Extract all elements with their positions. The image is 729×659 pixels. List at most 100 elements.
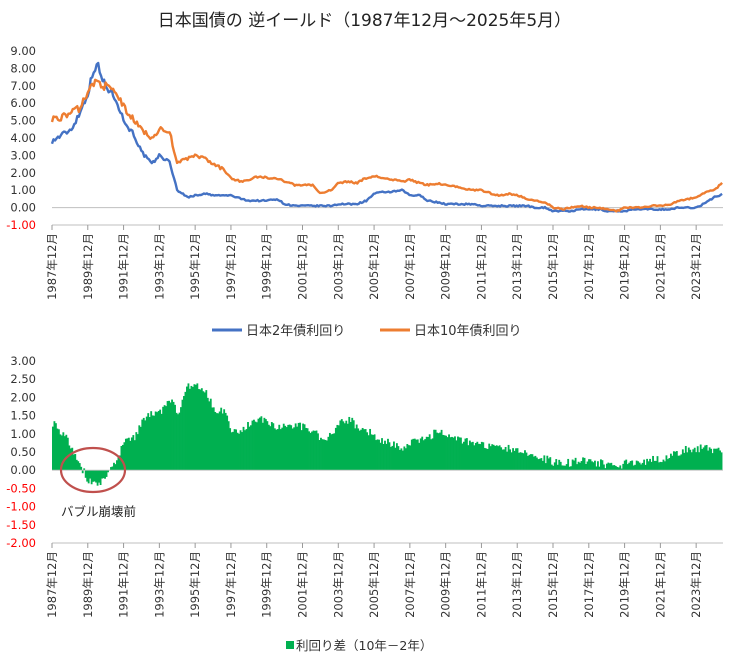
spread-bar <box>440 429 443 471</box>
spread-bar <box>465 438 468 471</box>
yield-x-tick-label: 2013年12月 <box>510 233 524 300</box>
spread-bar <box>437 433 440 471</box>
spread-bar <box>415 439 418 471</box>
spread-bar <box>355 424 358 471</box>
spread-bar <box>644 464 647 471</box>
spread-bar <box>358 430 361 471</box>
spread-bar <box>267 424 270 471</box>
spread-bar <box>524 450 526 471</box>
spread-bar <box>215 413 218 471</box>
spread-bar <box>331 433 334 471</box>
spread-bar <box>217 413 220 471</box>
spread-bar <box>224 412 227 471</box>
spread-bar <box>78 463 81 471</box>
spread-bar <box>379 442 382 471</box>
spread-bar <box>546 455 549 471</box>
spread-bar <box>180 407 182 471</box>
spread-bar <box>288 424 291 471</box>
spread-bar <box>561 465 564 471</box>
spread-bar <box>302 423 305 471</box>
spread-bar <box>473 445 476 471</box>
spread-x-tick-label: 2013年12月 <box>510 551 524 618</box>
yield-x-tick-label: 2003年12月 <box>331 233 345 300</box>
spread-bar <box>98 470 100 483</box>
spread-bar <box>516 448 519 471</box>
spread-bar <box>693 447 696 471</box>
spread-bar <box>357 428 360 471</box>
spread-bar <box>708 447 711 471</box>
spread-bar <box>141 419 144 471</box>
spread-bar <box>489 446 492 471</box>
spread-bar <box>116 460 118 471</box>
spread-bar <box>483 447 486 471</box>
spread-bar <box>500 447 503 471</box>
spread-bar <box>159 409 162 471</box>
spread-bar <box>418 442 421 471</box>
spread-bar <box>568 466 571 471</box>
spread-bar <box>312 430 315 471</box>
spread-bar <box>169 402 172 471</box>
spread-bar <box>124 438 127 471</box>
spread-bar <box>87 470 90 484</box>
spread-bar <box>647 461 650 471</box>
spread-y-tick-label: 0.50 <box>10 445 36 459</box>
spread-bar <box>701 448 704 471</box>
spread-bar <box>168 400 170 471</box>
spread-bar <box>510 452 513 471</box>
spread-bar <box>582 457 584 471</box>
spread-bar <box>384 440 386 471</box>
spread-bar <box>397 446 400 471</box>
spread-bar <box>674 451 677 471</box>
spread-bar <box>720 452 723 471</box>
yield-y-tick-label: 2.00 <box>10 166 36 180</box>
spread-x-tick-label: 2003年12月 <box>331 551 345 618</box>
spread-bar <box>628 462 631 471</box>
spread-bar <box>717 447 720 471</box>
spread-bar <box>367 435 370 471</box>
spread-bar <box>53 421 56 471</box>
spread-bar <box>592 462 595 471</box>
spread-x-tick-label: 2009年12月 <box>439 551 453 618</box>
spread-bar <box>646 458 648 471</box>
spread-bar <box>92 470 95 482</box>
spread-bar <box>672 451 675 471</box>
spread-bar <box>635 460 638 471</box>
spread-bar <box>65 434 68 471</box>
spread-bar <box>452 437 455 471</box>
chart-title: 日本国債の 逆イールド（1987年12月～2025年5月） <box>157 11 572 31</box>
spread-bar <box>401 450 404 471</box>
spread-bar <box>573 460 576 471</box>
spread-bar <box>403 446 406 471</box>
spread-bar <box>238 433 240 471</box>
spread-bar <box>126 438 129 471</box>
spread-bar <box>449 437 452 471</box>
spread-bar <box>339 420 342 471</box>
spread-bar <box>372 435 374 471</box>
spread-bar <box>667 459 669 471</box>
spread-bar <box>156 412 159 471</box>
yield-x-tick-label: 2019年12月 <box>618 233 632 300</box>
spread-bar <box>611 465 614 471</box>
series-line-jgb10 <box>50 78 723 213</box>
spread-bar <box>513 450 516 471</box>
legend-label-spread: 利回り差（10年－2年） <box>296 638 432 653</box>
spread-bar <box>68 445 71 471</box>
spread-bar <box>460 437 462 471</box>
spread-bar <box>66 437 69 471</box>
spread-bar <box>623 460 626 471</box>
spread-bar <box>218 411 221 471</box>
yield-y-tick-label: 9.00 <box>10 44 36 58</box>
yield-y-tick-label: 8.00 <box>10 61 36 75</box>
spread-bar <box>495 445 498 471</box>
spread-x-tick-label: 1999年12月 <box>260 551 274 618</box>
yield-x-tick-label: 2017年12月 <box>582 233 596 300</box>
spread-bar <box>317 433 319 471</box>
spread-bar <box>334 427 337 471</box>
spread-bar <box>57 429 60 471</box>
spread-bar <box>239 430 242 471</box>
spread-bar <box>553 462 556 471</box>
spread-bar <box>522 453 525 471</box>
spread-bar <box>315 430 318 471</box>
spread-bar <box>102 470 105 479</box>
spread-bar <box>541 460 544 471</box>
